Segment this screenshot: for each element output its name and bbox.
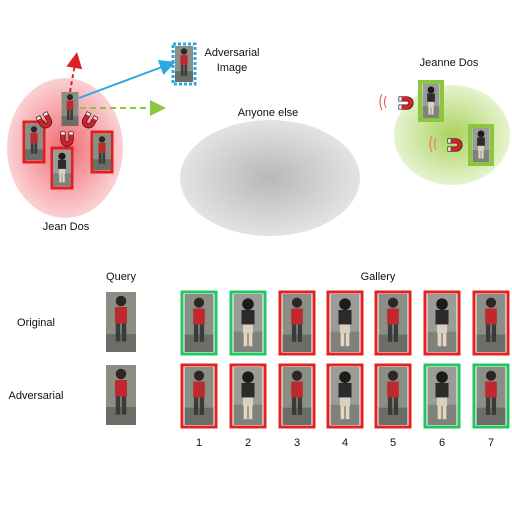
gallery-result-nonmatch bbox=[472, 290, 510, 356]
row-label: Adversarial bbox=[8, 390, 63, 402]
rank-label: 4 bbox=[342, 437, 348, 449]
row-label: Original bbox=[17, 317, 55, 329]
query-in-cluster bbox=[61, 92, 79, 126]
gallery-result-nonmatch bbox=[278, 290, 316, 356]
attraction-waves bbox=[379, 93, 387, 111]
jeanne-member bbox=[418, 80, 444, 122]
gallery-result-nonmatch bbox=[278, 363, 316, 429]
adversarial-label-line2: Image bbox=[217, 62, 248, 74]
gallery-result-nonmatch bbox=[229, 363, 267, 429]
adversarial-label-line1: Adversarial bbox=[204, 47, 259, 59]
query-image bbox=[106, 365, 136, 425]
gallery-result-match bbox=[180, 290, 218, 356]
rank-labels: 1 2 3 4 5 6 7 bbox=[196, 437, 494, 449]
jean-member bbox=[22, 120, 46, 164]
gallery-result-match bbox=[229, 290, 267, 356]
gallery-result-nonmatch bbox=[423, 290, 461, 356]
gallery-result-nonmatch bbox=[326, 290, 364, 356]
gallery-result-nonmatch bbox=[326, 363, 364, 429]
blue-arrow-icon bbox=[78, 60, 176, 99]
gallery-header: Gallery bbox=[361, 271, 396, 283]
query-image bbox=[106, 292, 136, 352]
attraction-waves bbox=[429, 135, 437, 153]
rank-label: 6 bbox=[439, 437, 445, 449]
jean-member bbox=[90, 130, 114, 174]
cluster-other-label: Anyone else bbox=[238, 107, 299, 119]
gallery-result-match bbox=[423, 363, 461, 429]
adversarial-image bbox=[171, 42, 197, 86]
rank-label: 5 bbox=[390, 437, 396, 449]
jeanne-member bbox=[468, 124, 494, 166]
cluster-jeanne-label: Jeanne Dos bbox=[420, 57, 479, 69]
rank-label: 2 bbox=[245, 437, 251, 449]
cluster-jean-label: Jean Dos bbox=[43, 221, 90, 233]
gallery-result-nonmatch bbox=[374, 363, 412, 429]
gallery-result-match bbox=[472, 363, 510, 429]
gallery-result-nonmatch bbox=[374, 290, 412, 356]
magnet-icon bbox=[398, 96, 414, 110]
rank-label: 1 bbox=[196, 437, 202, 449]
query-header: Query bbox=[106, 271, 136, 283]
results-table: Original Adversarial bbox=[8, 290, 510, 429]
jean-member bbox=[50, 146, 74, 190]
rank-label: 7 bbox=[488, 437, 494, 449]
rank-label: 3 bbox=[294, 437, 300, 449]
red-arrow-icon bbox=[66, 52, 83, 93]
other-cluster bbox=[180, 120, 360, 236]
gallery-result-nonmatch bbox=[180, 363, 218, 429]
